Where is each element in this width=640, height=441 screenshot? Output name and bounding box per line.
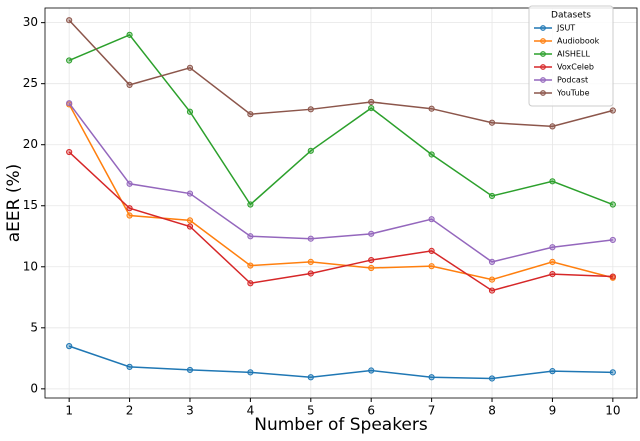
- series-line: [68, 102, 613, 263]
- point: [247, 262, 254, 269]
- point: [549, 178, 556, 185]
- point: [609, 369, 616, 376]
- legend-title: Datasets: [551, 11, 591, 21]
- legend-label: AISHELL: [557, 50, 590, 59]
- series-line: [68, 151, 613, 292]
- point: [247, 280, 254, 287]
- point: [428, 374, 435, 381]
- point: [307, 235, 314, 242]
- legend-marker: [540, 51, 546, 57]
- point: [247, 369, 254, 376]
- x-tick-label: 5: [307, 404, 315, 418]
- x-tick-label: 6: [367, 404, 375, 418]
- legend-marker: [540, 38, 546, 44]
- x-tick-label: 1: [65, 404, 73, 418]
- legend-box: [528, 5, 614, 107]
- point: [488, 287, 496, 294]
- x-tick-label: 7: [428, 404, 436, 418]
- point: [126, 363, 133, 370]
- legend-marker: [540, 90, 546, 96]
- legend-label: Podcast: [557, 76, 588, 85]
- legend-label: VoxCeleb: [557, 63, 594, 72]
- point: [247, 201, 254, 208]
- point: [428, 263, 435, 270]
- x-tick-label: 9: [549, 404, 557, 418]
- point: [126, 205, 133, 212]
- y-tick-label: 10: [23, 259, 38, 273]
- point: [488, 192, 496, 200]
- point: [186, 366, 194, 374]
- x-tick-label: 3: [186, 404, 194, 418]
- point: [488, 375, 496, 382]
- point: [66, 343, 73, 350]
- y-tick-label: 5: [30, 320, 38, 334]
- series-line: [68, 104, 614, 281]
- point: [428, 216, 435, 223]
- point: [428, 105, 435, 112]
- point: [186, 223, 194, 230]
- point: [488, 276, 496, 283]
- point: [186, 190, 194, 197]
- point: [428, 151, 435, 158]
- point: [368, 98, 375, 106]
- y-tick-label: 15: [23, 198, 38, 212]
- point: [368, 104, 375, 112]
- y-tick-label: 30: [23, 15, 38, 29]
- legend-label: JSUT: [556, 24, 575, 33]
- point: [609, 273, 616, 280]
- point: [368, 264, 375, 272]
- point: [488, 258, 496, 265]
- point: [368, 367, 375, 374]
- point: [307, 374, 314, 381]
- point: [307, 270, 314, 277]
- plot-frame: [44, 7, 638, 399]
- point: [609, 107, 616, 114]
- point: [186, 217, 194, 224]
- point: [247, 111, 254, 118]
- x-tick-label: 2: [126, 404, 134, 418]
- point: [307, 258, 314, 265]
- point: [549, 368, 556, 375]
- series-line: [68, 19, 614, 128]
- point: [307, 147, 314, 154]
- y-tick-label: 25: [23, 76, 38, 90]
- x-tick-label: 8: [488, 404, 496, 418]
- y-tick-label: 0: [30, 381, 38, 395]
- point: [368, 256, 375, 264]
- point: [186, 108, 194, 115]
- legend-marker: [540, 77, 546, 83]
- legend-marker: [540, 25, 546, 31]
- point: [609, 236, 616, 244]
- point: [126, 81, 133, 89]
- x-tick-label: 4: [247, 404, 255, 418]
- legend-marker: [540, 64, 546, 70]
- point: [549, 244, 556, 251]
- x-axis-label: Number of Speakers: [254, 415, 428, 435]
- point: [368, 230, 375, 237]
- legend-label: Audiobook: [557, 37, 600, 46]
- point: [126, 31, 133, 38]
- legend-label: YouTube: [556, 89, 590, 98]
- point: [247, 233, 254, 240]
- point: [126, 212, 133, 219]
- x-tick-label: 10: [605, 404, 620, 418]
- point: [549, 258, 556, 265]
- point: [307, 106, 314, 113]
- series-line: [68, 33, 614, 206]
- point: [66, 100, 73, 107]
- point: [66, 148, 73, 156]
- point: [66, 17, 73, 24]
- point: [549, 271, 556, 278]
- point: [609, 201, 616, 208]
- point: [549, 123, 556, 130]
- point: [186, 64, 194, 71]
- point: [488, 119, 496, 126]
- point: [428, 247, 435, 255]
- point: [66, 57, 73, 64]
- y-axis-label: aEER (%): [4, 164, 24, 243]
- y-tick-label: 20: [23, 137, 38, 151]
- series-line: [68, 345, 613, 380]
- point: [126, 180, 133, 187]
